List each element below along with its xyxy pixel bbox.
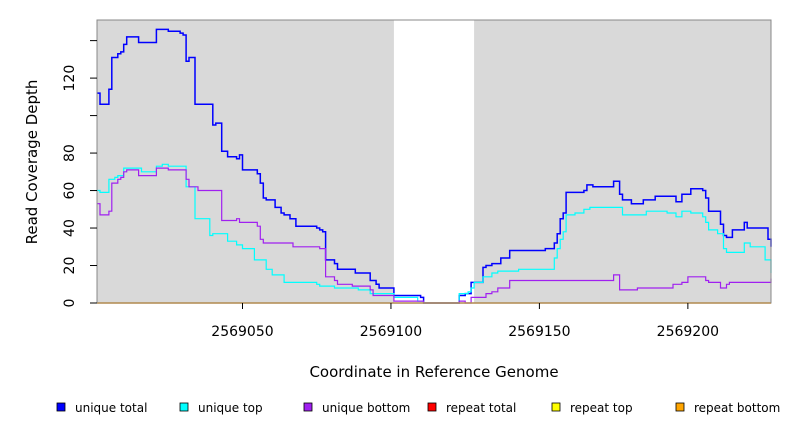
- legend-label: unique total: [75, 401, 147, 415]
- plot-frame: [96, 19, 772, 304]
- y-tick-label: 60: [62, 182, 78, 200]
- legend-label: unique top: [198, 401, 263, 415]
- legend-swatch: [551, 402, 561, 412]
- legend-label: unique bottom: [322, 401, 410, 415]
- unshaded-region: [393, 20, 475, 303]
- x-axis-title: Coordinate in Reference Genome: [309, 363, 558, 381]
- legend-swatch: [303, 402, 313, 412]
- x-tick-label: 2569200: [657, 324, 719, 340]
- y-tick-label: 120: [62, 65, 78, 92]
- legend-item: unique top: [179, 401, 263, 415]
- legend-swatch: [675, 402, 685, 412]
- x-tick-label: 2569100: [360, 324, 422, 340]
- y-axis-title: Read Coverage Depth: [23, 80, 41, 245]
- legend-item: repeat top: [551, 401, 633, 415]
- legend-item: unique total: [56, 401, 147, 415]
- legend-item: unique bottom: [303, 401, 410, 415]
- y-tick-label: 40: [62, 219, 78, 237]
- x-axis: 2569050 2569100 2569150 2569200: [211, 303, 719, 340]
- y-tick-label: 80: [62, 144, 78, 162]
- legend-swatch: [179, 402, 189, 412]
- legend-item: repeat bottom: [675, 401, 780, 415]
- series-line-unique-top: [97, 163, 772, 304]
- x-tick-label: 2569150: [508, 324, 570, 340]
- series-line-unique-total: [97, 28, 772, 304]
- plot-background: [97, 20, 771, 303]
- legend-label: repeat top: [570, 401, 633, 415]
- x-tick-label: 2569050: [211, 324, 273, 340]
- legend-swatch: [56, 402, 66, 412]
- y-axis: 0 20 40 60 80 120: [62, 40, 97, 308]
- legend-label: repeat bottom: [694, 401, 780, 415]
- y-tick-label: 20: [62, 257, 78, 275]
- legend: unique total unique top unique bottom repea…: [56, 401, 780, 415]
- series-line-unique-bottom: [97, 167, 772, 304]
- y-tick-label: 0: [62, 299, 78, 308]
- legend-swatch: [427, 402, 437, 412]
- legend-label: repeat total: [446, 401, 516, 415]
- legend-item: repeat total: [427, 401, 516, 415]
